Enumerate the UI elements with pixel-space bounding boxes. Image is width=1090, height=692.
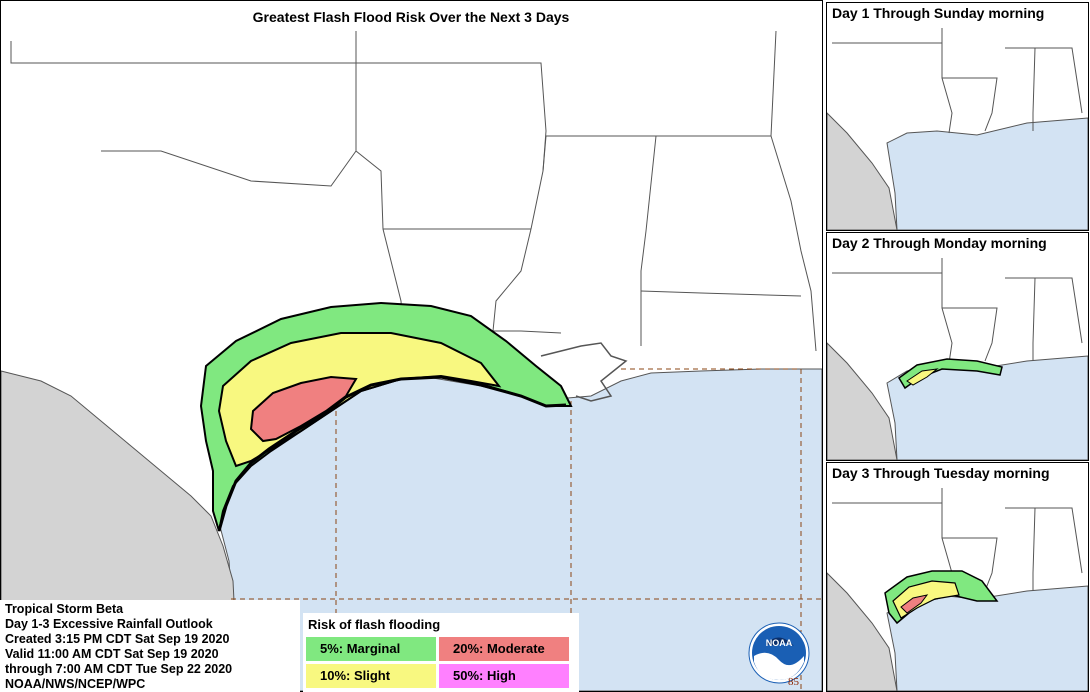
inset-day3: Day 3 Through Tuesday morning xyxy=(826,462,1089,692)
inset-day1: Day 1 Through Sunday morning xyxy=(826,2,1089,231)
texas-coast xyxy=(217,375,567,532)
inset-day2-svg xyxy=(827,233,1088,460)
inset-day3-title: Day 3 Through Tuesday morning xyxy=(832,465,1054,481)
info-agency: NOAA/NWS/NCEP/WPC xyxy=(5,677,146,691)
info-valid-through: through 7:00 AM CDT Tue Sep 22 2020 xyxy=(5,662,233,676)
offshore-boundaries xyxy=(231,368,822,691)
noaa-logo-text: NOAA xyxy=(766,638,793,648)
legend-title: Risk of flash flooding xyxy=(308,617,441,632)
inset-day2-slight xyxy=(906,368,939,386)
legend-moderate: 20%: Moderate xyxy=(439,637,569,661)
inset-day1-svg xyxy=(827,3,1088,230)
main-map-title: Greatest Flash Flood Risk Over the Next … xyxy=(252,9,570,25)
info-outlook-type: Day 1-3 Excessive Rainfall Outlook xyxy=(5,617,213,631)
main-map-svg xyxy=(1,1,822,691)
inset-day3-moderate xyxy=(900,594,929,614)
map-credit: 85 xyxy=(788,676,799,688)
risk-legend: Risk of flash flooding 5%: Marginal 20%:… xyxy=(303,613,579,692)
inset-day2: Day 2 Through Monday morning xyxy=(826,232,1089,461)
legend-marginal: 5%: Marginal xyxy=(306,637,436,661)
inset-day1-title: Day 1 Through Sunday morning xyxy=(832,5,1049,21)
outlook-info: Tropical Storm Beta Day 1-3 Excessive Ra… xyxy=(0,600,300,692)
inset-day3-svg xyxy=(827,463,1088,691)
info-created: Created 3:15 PM CDT Sat Sep 19 2020 xyxy=(5,632,230,646)
louisiana-coast xyxy=(540,342,628,402)
inset-day2-title: Day 2 Through Monday morning xyxy=(832,235,1051,251)
legend-high: 50%: High xyxy=(439,664,569,688)
info-valid-from: Valid 11:00 AM CDT Sat Sep 19 2020 xyxy=(5,647,219,661)
state-borders xyxy=(10,30,817,380)
legend-slight: 10%: Slight xyxy=(306,664,436,688)
main-map: Greatest Flash Flood Risk Over the Next … xyxy=(0,0,823,692)
noaa-logo-icon: NOAA xyxy=(748,622,810,684)
info-storm-name: Tropical Storm Beta xyxy=(5,602,124,616)
